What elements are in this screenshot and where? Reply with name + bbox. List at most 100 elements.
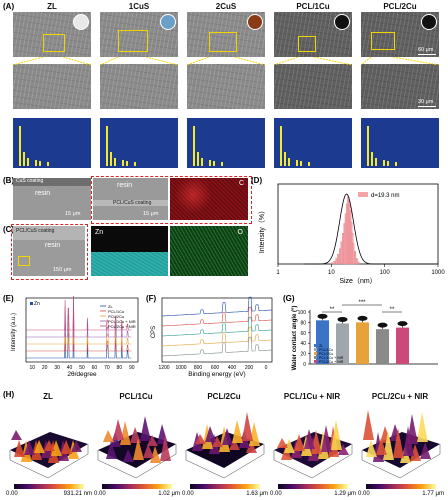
afm-surface-3 — [270, 402, 354, 482]
zoom-box-0 — [43, 34, 65, 52]
panel-label-h: (H) — [3, 390, 15, 399]
colorbar-max-3: 1.29 μm — [334, 491, 356, 497]
eds-peak — [110, 152, 112, 166]
g-ylabel: Water contact angle (°) — [292, 306, 298, 371]
a-col-title-4: PCL/2Cu — [383, 2, 417, 11]
sem-low-mag-3 — [274, 12, 352, 57]
xps-xlabel: Binding energy (eV) — [188, 371, 245, 378]
dls-bar — [355, 258, 358, 265]
eds-peak — [367, 126, 369, 166]
h-col-title-0: ZL — [43, 392, 53, 401]
xps-xtick: 1000 — [175, 365, 186, 371]
xrd-xtick: 30 — [54, 365, 60, 371]
zoom-connector-2 — [187, 57, 266, 65]
eds-peak — [114, 158, 116, 166]
eds-map-c-label: C — [238, 180, 244, 187]
panel-label-g: (G) — [283, 294, 295, 303]
g-bar-2 — [356, 322, 369, 364]
droplet-icon — [317, 313, 328, 319]
dls-fit-curve — [304, 193, 438, 265]
xrd-ylabel: Intensity (a.u.) — [11, 313, 17, 351]
dls-xtick: 10 — [328, 270, 335, 276]
h-col-title-1: PCL/1Cu — [119, 392, 153, 401]
eds-map-o: O — [170, 226, 248, 276]
eds-peak — [23, 152, 25, 166]
eds-spectrum-0 — [13, 118, 91, 168]
dls-bar — [337, 254, 340, 265]
dls-legend-text: d=19.3 nm — [371, 193, 400, 199]
scale-label-mid: 30 μm — [418, 99, 434, 105]
dashed-frame-b — [91, 176, 252, 224]
label-resin-2: resin — [117, 182, 133, 189]
sample-inset-3 — [334, 14, 350, 30]
eds-peak — [19, 126, 21, 166]
g-ytick: 0 — [303, 362, 306, 368]
g-ytick: 40 — [300, 341, 306, 347]
eds-peak — [221, 162, 223, 166]
xrd-series-3 — [26, 296, 132, 338]
panel-label-d: (D) — [251, 176, 263, 185]
xrd-legend-3: PCL/1Cu + NIR — [108, 319, 136, 324]
xrd-legend-4: PCL/2Cu + NIR — [108, 324, 136, 329]
panel-label-e: (E) — [3, 294, 14, 303]
afm-surface-0 — [6, 402, 90, 482]
dashed-frame-c — [11, 224, 88, 280]
zoom-box-4 — [371, 32, 395, 50]
droplet-icon — [357, 315, 368, 321]
colorbar-2 — [190, 484, 260, 489]
a-col-title-0: ZL — [47, 2, 57, 11]
colorbar-min-0: 0.00 — [6, 491, 18, 497]
eds-peak — [395, 162, 397, 166]
label-pcl-cus-coating: PCL/CuS coating — [113, 200, 152, 206]
g-ytick: 100 — [298, 310, 307, 316]
xps-xtick: 1200 — [158, 365, 169, 371]
xrd-xtick: 10 — [29, 365, 35, 371]
sem-low-mag-4: 60 μm — [361, 12, 439, 57]
xps-series-1 — [161, 306, 273, 327]
xps-chart: 1200 1000 800 600 400 200 0 CPS Binding energy… — [151, 296, 273, 378]
dls-bar — [335, 258, 338, 265]
xrd-xlabel: 2θ/degree — [67, 371, 97, 378]
eds-peak — [375, 158, 377, 166]
droplet-icon — [397, 321, 408, 327]
xrd-legend-zn: Zn — [34, 301, 40, 307]
droplet-icon — [337, 316, 348, 322]
dls-bar — [333, 261, 336, 265]
eds-peak — [106, 126, 108, 166]
colorbar-min-3: 0.00 — [270, 491, 282, 497]
panel-label-c: (C) — [3, 225, 15, 234]
eds-peak — [126, 161, 128, 166]
scale-bar-mid: 30 μm — [418, 99, 436, 107]
g-bar-1 — [336, 323, 349, 364]
h-col-title-2: PCL/2Cu — [207, 392, 241, 401]
sem-low-mag-0 — [13, 12, 91, 57]
sample-inset-4 — [421, 14, 437, 30]
eds-spectrum-2 — [187, 118, 265, 168]
g-sig-3: ** — [390, 307, 395, 313]
g-legend-swatch — [314, 356, 317, 359]
eds-peak — [39, 161, 41, 166]
eds-peak — [288, 158, 290, 166]
eds-peak — [284, 152, 286, 166]
eds-peak — [213, 161, 215, 166]
dls-ylabel: Intensity（%） — [258, 207, 266, 253]
xrd-xtick: 20 — [42, 365, 48, 371]
eds-peak — [383, 160, 385, 166]
xrd-series-4 — [26, 296, 132, 331]
eds-peak — [201, 158, 203, 166]
zoom-connector-0 — [13, 57, 92, 65]
colorbar-4 — [366, 484, 436, 489]
dls-legend-swatch — [358, 192, 368, 197]
dls-bar — [331, 262, 334, 265]
g-bar-0 — [316, 320, 329, 364]
eds-peak — [387, 161, 389, 166]
dls-xtick: 100 — [380, 270, 391, 276]
dls-bar — [338, 248, 341, 265]
colorbar-min-4: 0.00 — [358, 491, 370, 497]
sample-inset-1 — [160, 14, 176, 30]
eds-map-c: C — [170, 178, 248, 220]
eds-peak — [134, 162, 136, 166]
sem-high-mag-0 — [13, 64, 91, 109]
g-sig-1: ** — [330, 307, 335, 313]
